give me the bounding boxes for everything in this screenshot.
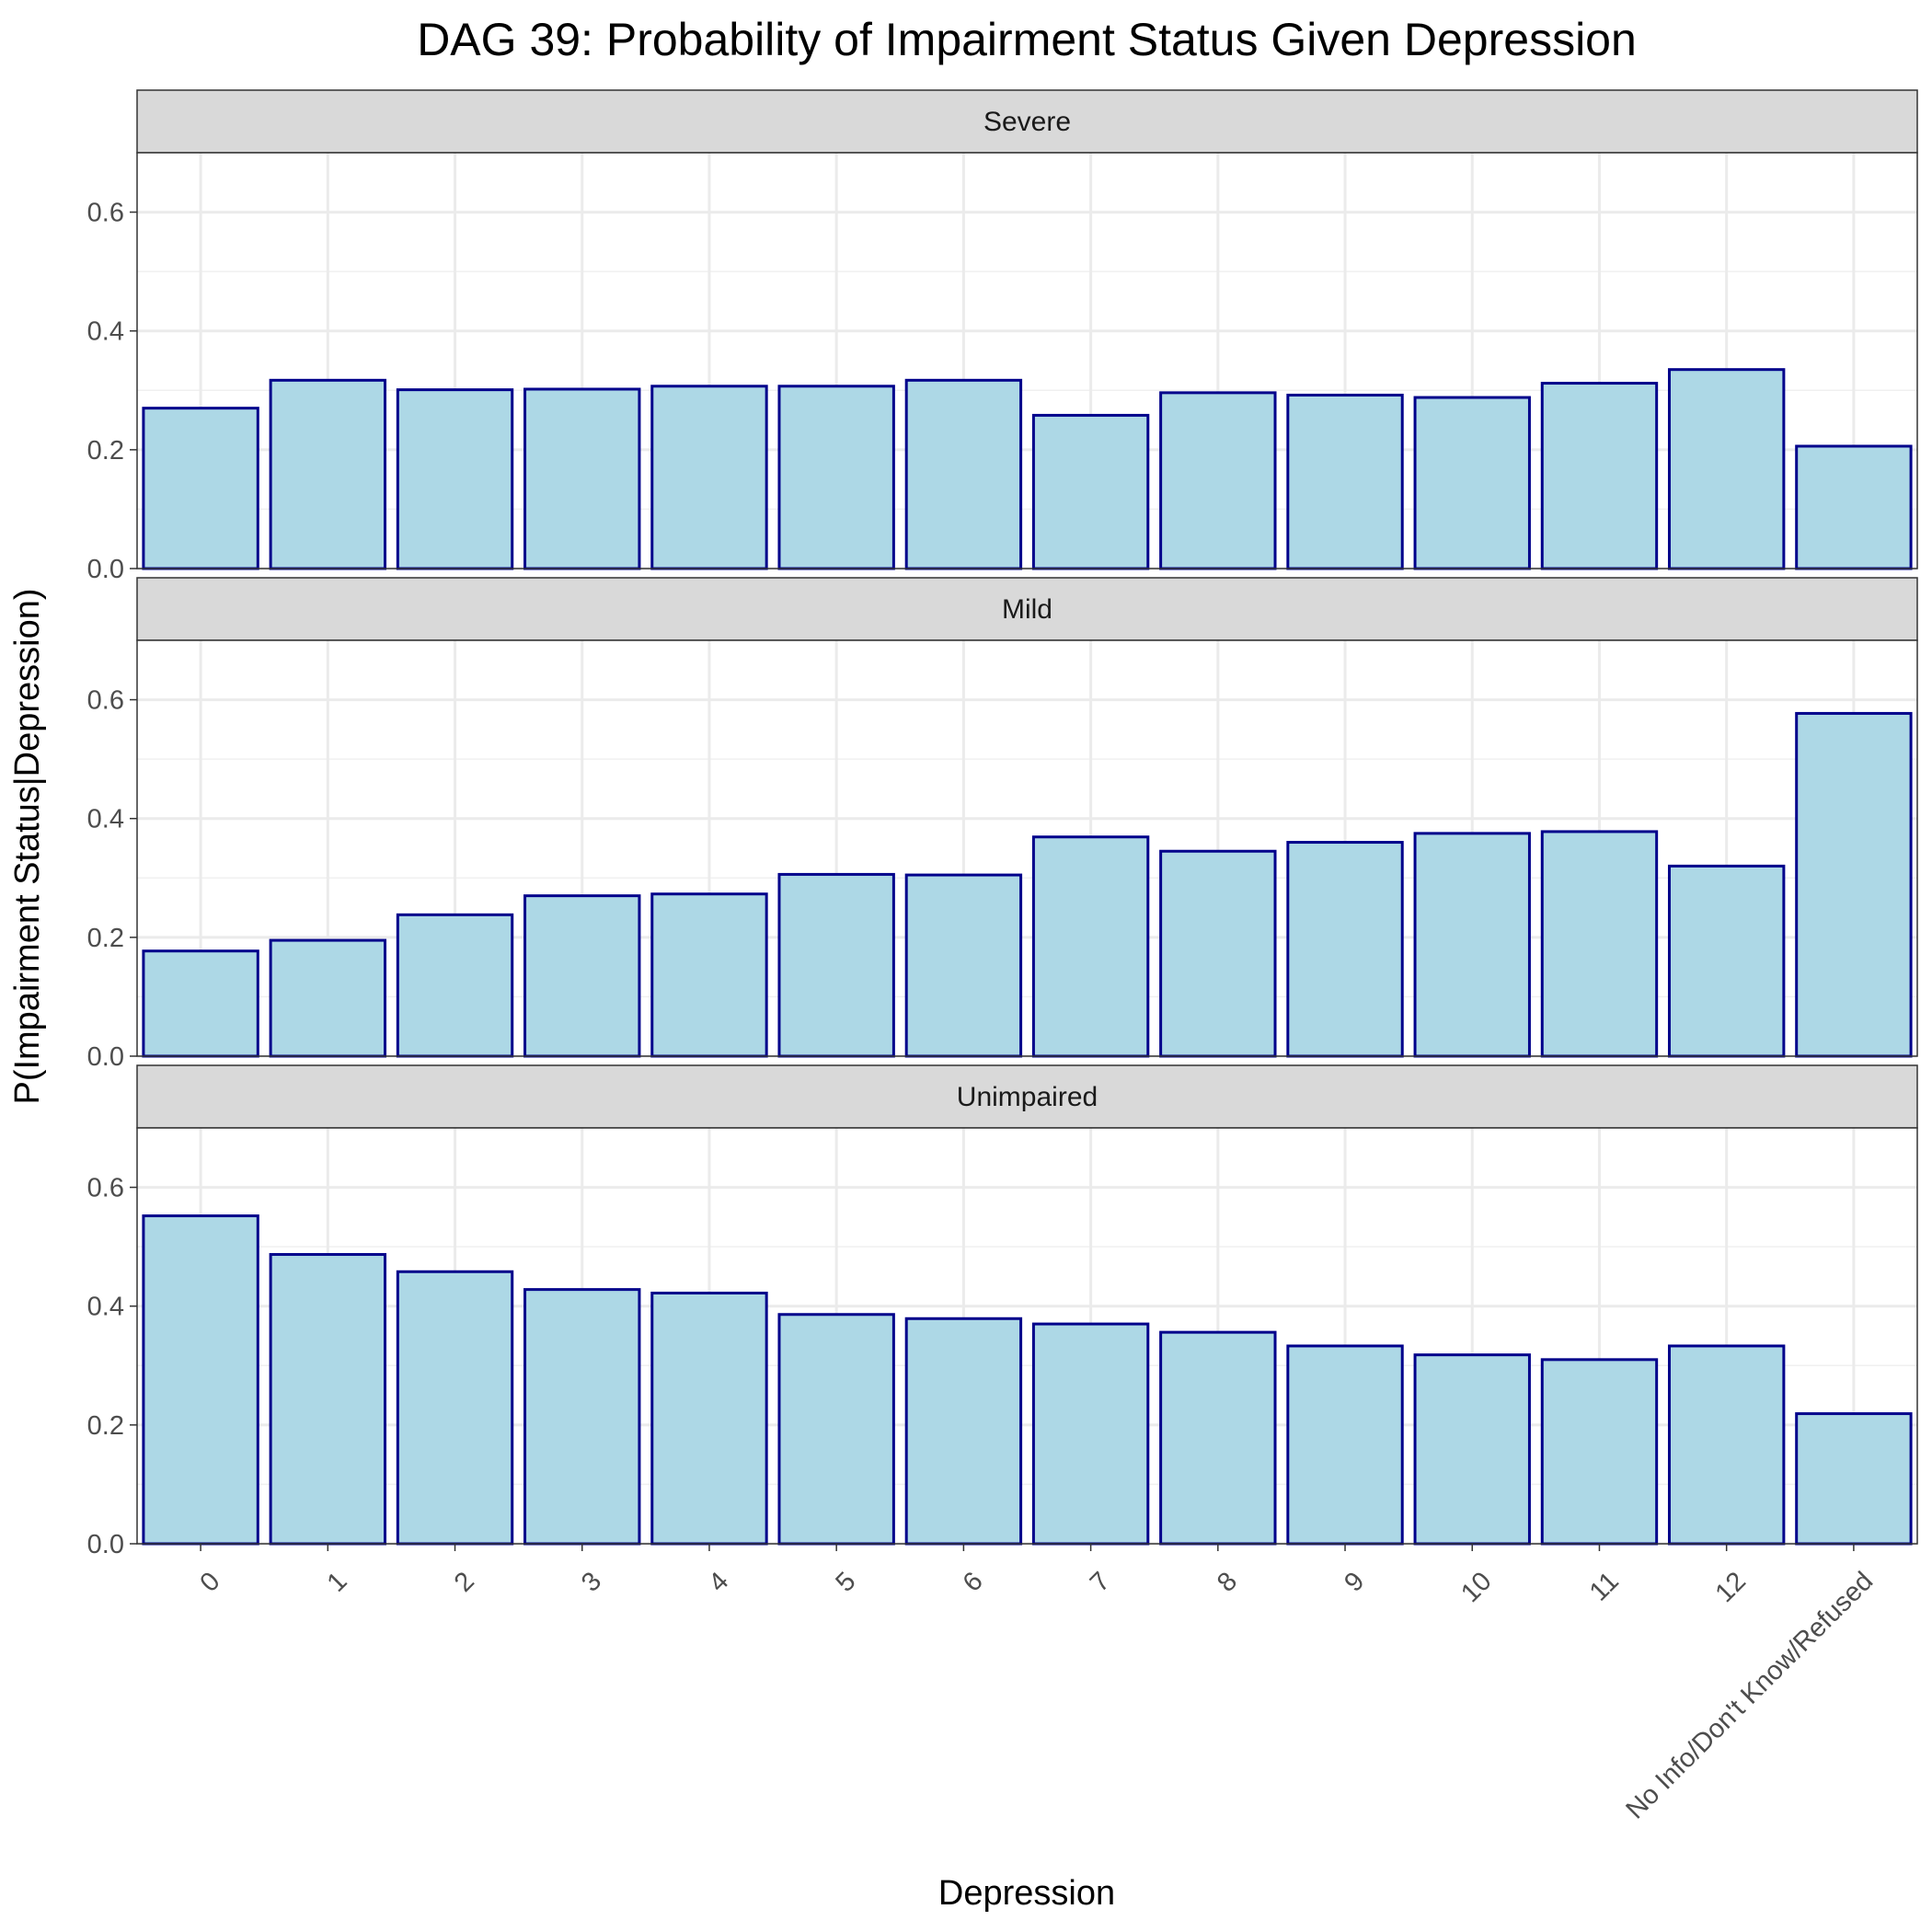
x-tick-label: 2 [449, 1567, 480, 1598]
chart-title: DAG 39: Probability of Impairment Status… [417, 14, 1637, 65]
bar-unimpaired-9 [1286, 1344, 1404, 1546]
panel-strip-label: Mild [1002, 594, 1052, 625]
y-tick-label: 0.4 [87, 317, 124, 347]
x-tick-label: 11 [1584, 1567, 1625, 1607]
y-tick-label: 0.4 [87, 805, 124, 834]
x-tick-label: 6 [958, 1567, 989, 1598]
panel-severe: Severe 0.0 0.2 0.4 0.6 [87, 89, 1918, 584]
bar-severe-7 [1031, 413, 1150, 570]
bar-unimpaired-4 [650, 1292, 768, 1546]
y-tick-label: 0.0 [87, 555, 124, 584]
bar-severe-1 [269, 378, 387, 570]
bar-severe-0 [142, 407, 259, 570]
x-tick-label: 4 [703, 1567, 734, 1598]
bar-mild-5 [777, 872, 895, 1058]
panel-strip [136, 89, 1918, 154]
bar-mild-2 [396, 913, 514, 1058]
bar-mild-0 [142, 949, 259, 1058]
bar-mild-8 [1159, 849, 1277, 1058]
bar-severe-2 [396, 388, 514, 570]
bar-severe-13 [1795, 444, 1913, 570]
bar-mild-4 [650, 892, 768, 1058]
bar-severe-9 [1286, 393, 1404, 570]
x-tick-label: 7 [1085, 1567, 1116, 1598]
bar-unimpaired-7 [1031, 1322, 1150, 1546]
x-tick-label: 5 [830, 1567, 861, 1598]
bar-severe-11 [1540, 382, 1659, 570]
y-axis-title: P(Impairment Status|Depression) [8, 588, 47, 1104]
bar-unimpaired-8 [1159, 1330, 1277, 1546]
y-tick-label: 0.0 [87, 1530, 124, 1559]
bar-unimpaired-13 [1795, 1412, 1913, 1546]
bar-mild-6 [904, 873, 1023, 1058]
bar-mild-11 [1540, 830, 1659, 1058]
y-tick-label: 0.2 [87, 436, 124, 466]
panels-layer: Severe0.00.20.40.6Mild0.00.20.40.6Unimpa… [87, 89, 1918, 1559]
panel-border [136, 639, 1918, 1057]
x-axis-title: Depression [938, 1874, 1115, 1913]
panel-strip [136, 1064, 1918, 1129]
x-tick-label: 10 [1455, 1567, 1497, 1608]
panel-strip-label: Severe [983, 107, 1071, 137]
bar-unimpaired-10 [1413, 1353, 1531, 1546]
bar-severe-8 [1159, 391, 1277, 570]
x-tick-label: 12 [1710, 1567, 1752, 1608]
bar-unimpaired-3 [523, 1288, 641, 1546]
x-tick-label: 1 [322, 1567, 353, 1598]
y-tick-label: 0.6 [87, 1174, 124, 1203]
x-tick-label: 3 [576, 1567, 607, 1598]
panel-mild: Mild 0.0 0.2 0.4 0.6 [87, 577, 1918, 1072]
bar-unimpaired-11 [1540, 1358, 1659, 1546]
y-tick-label: 0.2 [87, 924, 124, 953]
bar-mild-12 [1667, 864, 1786, 1058]
y-axis: 0.0 0.2 0.4 0.6 [87, 686, 137, 1072]
bar-severe-4 [650, 385, 768, 570]
bars [142, 711, 1913, 1058]
panel-border [136, 1127, 1918, 1545]
bar-severe-10 [1413, 396, 1531, 570]
bar-mild-9 [1286, 841, 1404, 1058]
x-tick-label: 9 [1339, 1567, 1370, 1598]
bar-mild-3 [523, 894, 641, 1058]
x-tick-label: 8 [1212, 1567, 1243, 1598]
bar-mild-7 [1031, 835, 1150, 1058]
y-tick-label: 0.6 [87, 199, 124, 228]
bar-mild-10 [1413, 832, 1531, 1058]
x-tick-label: No Info/Don't Know/Refused [1621, 1567, 1880, 1825]
bar-mild-13 [1795, 711, 1913, 1058]
y-axis: 0.0 0.2 0.4 0.6 [87, 199, 137, 584]
bar-severe-3 [523, 387, 641, 570]
y-tick-label: 0.4 [87, 1293, 124, 1322]
bar-severe-6 [904, 378, 1023, 570]
bars [142, 1214, 1913, 1546]
bar-severe-12 [1667, 368, 1786, 570]
panel-strip [136, 577, 1918, 641]
bar-mild-1 [269, 938, 387, 1058]
y-tick-label: 0.0 [87, 1042, 124, 1072]
panel-border [136, 152, 1918, 569]
bar-unimpaired-5 [777, 1313, 895, 1546]
y-axis: 0.0 0.2 0.4 0.6 [87, 1174, 137, 1559]
y-tick-label: 0.2 [87, 1411, 124, 1441]
panel-strip-label: Unimpaired [957, 1082, 1098, 1112]
bar-unimpaired-6 [904, 1317, 1023, 1546]
y-tick-label: 0.6 [87, 686, 124, 716]
bar-unimpaired-1 [269, 1253, 387, 1546]
bars [142, 368, 1913, 570]
x-tick-label: 0 [194, 1567, 225, 1598]
bar-unimpaired-12 [1667, 1344, 1786, 1546]
bar-severe-5 [777, 385, 895, 570]
panel-unimpaired: Unimpaired 0.0 0.2 0.4 0.6 [87, 1064, 1918, 1559]
bar-unimpaired-0 [142, 1214, 259, 1546]
bar-unimpaired-2 [396, 1270, 514, 1546]
